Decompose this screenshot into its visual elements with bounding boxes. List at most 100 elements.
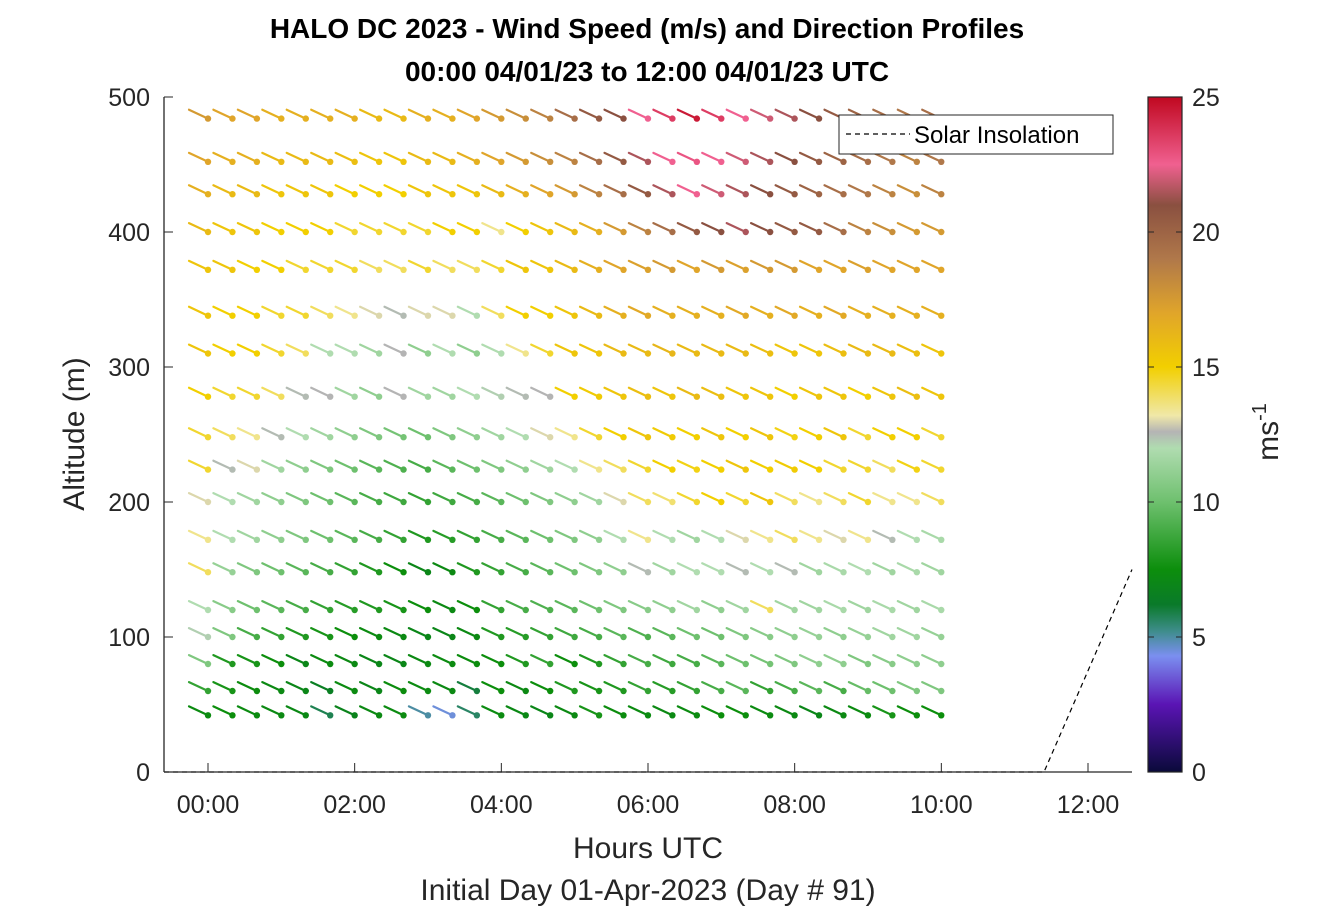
wind-barb	[236, 343, 261, 357]
wind-barb-head	[253, 393, 261, 400]
wind-barb	[701, 529, 725, 543]
wind-barb-head	[620, 115, 627, 122]
wind-barb-shaft	[578, 653, 601, 666]
wind-barb-shaft	[603, 680, 625, 693]
wind-barb-shaft	[798, 222, 821, 234]
wind-barb	[774, 680, 798, 695]
wind-barb	[603, 108, 627, 122]
wind-barb	[285, 626, 309, 641]
wind-barb-head	[693, 536, 701, 543]
wind-barb-shaft	[481, 386, 503, 398]
wind-barb	[212, 305, 236, 319]
wind-barb-shaft	[652, 459, 674, 471]
wind-barb-shaft	[676, 459, 698, 471]
wind-barb-head	[302, 350, 309, 357]
wind-barb-shaft	[212, 653, 234, 666]
wind-barb	[530, 343, 554, 357]
wind-barb-shaft	[310, 599, 332, 612]
wind-barb-head	[742, 434, 749, 441]
wind-barb-head	[375, 393, 383, 400]
wind-barb-head	[473, 434, 481, 441]
wind-barb-shaft	[359, 184, 381, 196]
wind-barb-shaft	[603, 459, 625, 471]
wind-barb	[383, 492, 407, 506]
wind-barb-shaft	[505, 562, 527, 574]
wind-barb	[921, 529, 945, 543]
wind-barb-head	[449, 466, 456, 473]
wind-barb-shaft	[187, 427, 210, 439]
wind-barb-shaft	[310, 386, 332, 398]
wind-barb-shaft	[334, 259, 356, 271]
wind-barb-shaft	[407, 492, 430, 504]
wind-barb-shaft	[798, 184, 821, 196]
wind-barb-shaft	[774, 305, 796, 317]
wind-barb-head	[449, 266, 456, 273]
wind-barb-shaft	[505, 151, 527, 163]
solar-insolation-layer	[164, 569, 1133, 773]
wind-barb	[261, 705, 285, 719]
wind-barb-shaft	[456, 705, 478, 717]
wind-barb-head	[840, 350, 847, 357]
wind-barb	[578, 343, 603, 357]
wind-barb	[187, 305, 212, 319]
wind-barb-shaft	[187, 492, 210, 504]
colorbar-tick-label: 25	[1192, 84, 1220, 112]
wind-barb-head	[546, 115, 554, 122]
wind-barb-shaft	[310, 459, 332, 471]
wind-barb	[505, 305, 529, 319]
wind-barb	[456, 459, 481, 473]
wind-barb-shaft	[823, 427, 845, 439]
wind-barb-shaft	[456, 305, 478, 317]
wind-barb-shaft	[896, 184, 918, 196]
wind-barb	[530, 151, 554, 165]
wind-barb-shaft	[383, 599, 405, 612]
wind-barb-head	[718, 434, 725, 441]
wind-barb-head	[815, 115, 823, 122]
wind-barb-shaft	[578, 259, 601, 271]
wind-barb-head	[791, 393, 798, 400]
wind-barb	[481, 705, 505, 719]
wind-barb	[236, 222, 261, 236]
wind-barb-head	[644, 115, 652, 122]
wind-barb-shaft	[749, 343, 772, 355]
wind-barb-shaft	[652, 259, 674, 271]
wind-barb-head	[864, 266, 872, 273]
wind-barb	[212, 562, 236, 576]
x-ticks: 00:00 02:00 04:00 06:00 08:00 10:00 12:00	[177, 763, 1119, 819]
wind-barb	[456, 343, 481, 357]
wind-barb-head	[204, 312, 212, 319]
wind-barb	[334, 427, 358, 441]
wind-barb-shaft	[432, 459, 454, 471]
wind-barb-head	[400, 350, 407, 357]
wind-barb-shaft	[236, 184, 258, 196]
wind-barb-shaft	[481, 599, 503, 612]
wind-barb-head	[840, 228, 847, 236]
wind-barb-head	[913, 712, 921, 719]
wind-barb-head	[546, 660, 554, 668]
wind-barb-shaft	[798, 259, 821, 271]
wind-barb-shaft	[798, 151, 821, 163]
wind-barb-shaft	[823, 626, 845, 639]
wind-barb	[407, 305, 432, 319]
wind-barb-head	[913, 312, 921, 319]
wind-barb-head	[693, 191, 701, 198]
x-tick-label: 06:00	[617, 791, 680, 819]
wind-barb-head	[302, 687, 309, 695]
wind-barb-shaft	[212, 599, 234, 612]
wind-barb	[701, 705, 725, 719]
wind-barb-shaft	[896, 427, 918, 439]
wind-barb-shaft	[652, 626, 674, 639]
wind-barb-head	[498, 660, 505, 668]
wind-barb-head	[571, 158, 578, 165]
wind-barb-head	[644, 228, 652, 236]
wind-barb-shaft	[505, 680, 527, 693]
wind-barb	[725, 492, 749, 506]
wind-barb-shaft	[481, 626, 503, 639]
wind-barb-head	[424, 498, 432, 506]
wind-barb-shaft	[774, 427, 796, 439]
wind-barb-head	[815, 606, 823, 614]
wind-barb-head	[498, 712, 505, 719]
wind-barb-shaft	[872, 626, 894, 639]
wind-barb	[676, 184, 701, 198]
wind-barb-head	[864, 191, 872, 198]
